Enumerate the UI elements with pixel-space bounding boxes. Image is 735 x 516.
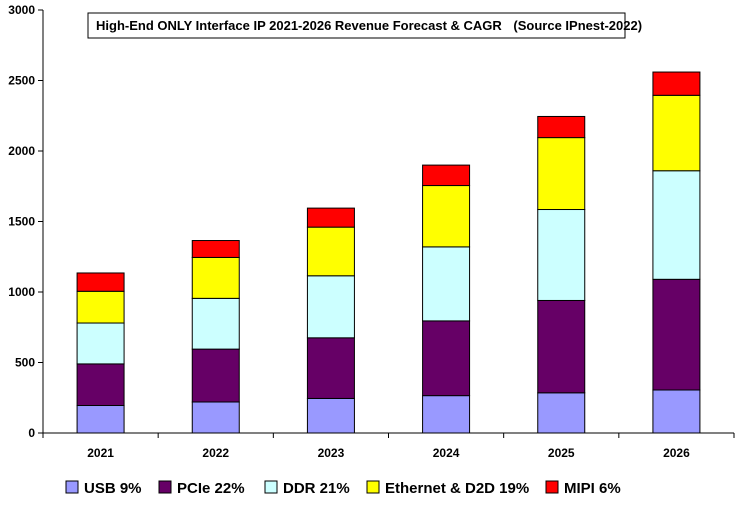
bar-segment-pcie: [191, 348, 240, 403]
bar-segment-ethernet-d2d: [537, 137, 586, 211]
y-tick-label: 500: [15, 356, 35, 370]
bar-segment-ethernet-d2d: [76, 290, 125, 324]
bar-segment-ddr: [191, 297, 240, 350]
bar-segment-ethernet-d2d: [422, 185, 471, 248]
legend-label-usb: USB 9%: [84, 480, 142, 497]
bar-segment-pcie: [422, 320, 471, 397]
x-tick-label: 2024: [433, 446, 460, 460]
axes: 0 500 1000 1500 2000 2500 3000 2021 2022 2023 2024…: [8, 3, 735, 460]
y-tick-label: 0: [28, 426, 35, 440]
bar-segment-pcie: [652, 278, 701, 391]
x-tick-label: 2026: [663, 446, 690, 460]
svg-text:High-End ONLY Interface IP 202: High-End ONLY Interface IP 2021-2026 Rev…: [96, 18, 642, 33]
y-tick-label: 1000: [8, 285, 35, 299]
bar-segment-mipi: [306, 207, 355, 228]
bar-segment-usb: [422, 395, 471, 434]
legend-swatch-mipi: [545, 480, 559, 494]
y-tick-label: 2500: [8, 74, 35, 88]
x-tick-label: 2021: [87, 446, 114, 460]
x-tick-label: 2023: [318, 446, 345, 460]
bar-segment-pcie: [306, 337, 355, 399]
legend-label-mipi: MIPI 6%: [564, 480, 621, 497]
chart-source: (Source IPnest-2022): [513, 18, 642, 33]
legend-swatch-pcie: [158, 480, 172, 494]
bar-segment-mipi: [537, 115, 586, 139]
bar-segment-mipi: [191, 240, 240, 258]
x-tick-label: 2025: [548, 446, 575, 460]
legend-label-ddr: DDR 21%: [283, 480, 350, 497]
bar-segment-pcie: [76, 363, 125, 407]
bar-segment-ddr: [76, 322, 125, 365]
bar-segment-mipi: [76, 272, 125, 292]
y-tick-label: 2000: [8, 144, 35, 158]
bar-segment-usb: [306, 397, 355, 434]
bar-segment-ddr: [652, 170, 701, 280]
bar-segment-pcie: [537, 299, 586, 394]
x-tick-label: 2022: [202, 446, 229, 460]
bar-segment-mipi: [652, 71, 701, 96]
legend-label-pcie: PCIe 22%: [177, 480, 245, 497]
bar-segment-ethernet-d2d: [652, 94, 701, 172]
legend-label-ethernet-d2d: Ethernet & D2D 19%: [385, 480, 529, 497]
chart-title: High-End ONLY Interface IP 2021-2026 Rev…: [96, 18, 502, 33]
chart-title-box: High-End ONLY Interface IP 2021-2026 Rev…: [87, 12, 642, 39]
bar-segment-ethernet-d2d: [191, 256, 240, 299]
bar-segment-ddr: [537, 209, 586, 301]
legend: USB 9% PCIe 22% DDR 21% Ethernet & D2D 19% M…: [65, 480, 621, 497]
y-tick-label: 1500: [8, 215, 35, 229]
y-tick-label: 3000: [8, 3, 35, 17]
bars: [76, 71, 701, 434]
bar-segment-mipi: [422, 164, 471, 187]
bar-segment-usb: [191, 401, 240, 434]
bar-segment-usb: [76, 405, 125, 434]
bar-segment-ddr: [306, 275, 355, 339]
bar-segment-usb: [652, 389, 701, 434]
legend-swatch-ddr: [264, 480, 278, 494]
bar-segment-ethernet-d2d: [306, 226, 355, 277]
bar-segment-usb: [537, 392, 586, 434]
bar-segment-ddr: [422, 246, 471, 322]
legend-swatch-ethernet-d2d: [366, 480, 380, 494]
legend-swatch-usb: [65, 480, 79, 494]
